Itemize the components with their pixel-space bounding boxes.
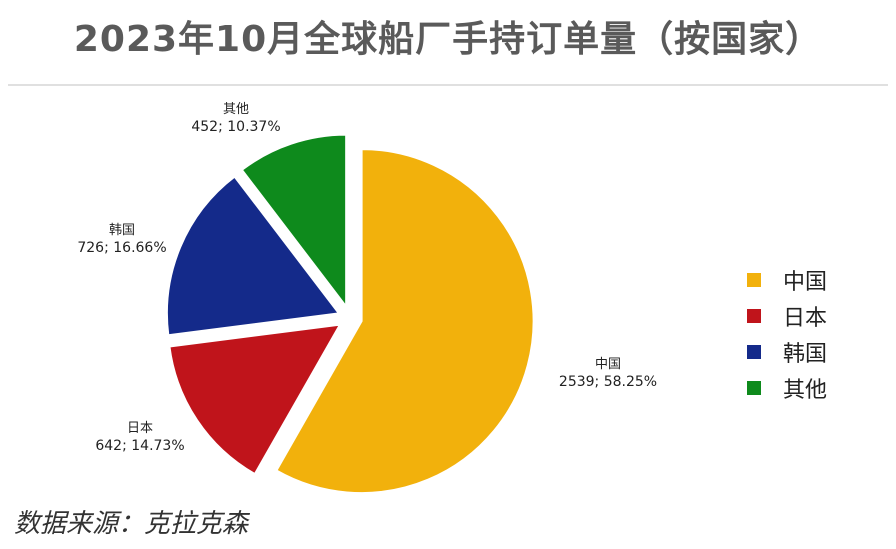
slice-name-china: 中国: [595, 357, 621, 372]
legend-swatch-other: [747, 381, 761, 395]
legend-swatch-japan: [747, 309, 761, 323]
legend-item-china: 中国: [747, 262, 827, 298]
legend-label-korea: 韩国: [783, 342, 828, 367]
legend-label-other: 其他: [783, 378, 828, 403]
pie-slice-korea: [165, 175, 341, 337]
slice-value-label-korea: 726; 16.66%: [77, 240, 166, 256]
legend-swatch-china: [747, 273, 761, 287]
slice-name-korea: 韩国: [109, 223, 135, 238]
slice-value-label-other: 452; 10.37%: [191, 119, 280, 135]
pie-slice-china: [275, 148, 535, 495]
data-source: 数据来源：克拉克森: [14, 509, 249, 539]
legend-item-korea: 韩国: [747, 334, 827, 370]
legend-item-other: 其他: [747, 370, 827, 406]
legend-label-japan: 日本: [783, 306, 828, 331]
pie-slice-japan: [168, 323, 342, 476]
pie-slice-other: [240, 133, 348, 310]
legend-item-japan: 日本: [747, 298, 827, 334]
title-divider: [8, 84, 888, 86]
legend-label-china: 中国: [783, 270, 828, 295]
slice-name-other: 其他: [223, 102, 249, 117]
chart-title: 2023年10月全球船厂手持订单量（按国家）: [73, 19, 823, 60]
chart-legend: 中国 日本 韩国 其他: [747, 262, 827, 406]
slice-value-label-japan: 642; 14.73%: [95, 438, 184, 454]
legend-swatch-korea: [747, 345, 761, 359]
slice-name-japan: 日本: [127, 421, 153, 436]
slice-value-label-china: 2539; 58.25%: [559, 374, 657, 390]
